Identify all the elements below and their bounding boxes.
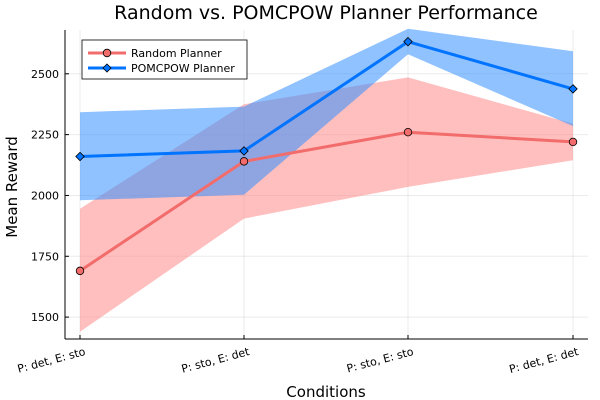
y-tick-label-2500: 2500 [31, 68, 59, 81]
y-tick-label-1750: 1750 [31, 250, 59, 263]
legend-marker-random-planner [102, 48, 112, 58]
legend: Random Planner POMCPOW Planner [81, 39, 248, 80]
random-planner-point-0 [75, 266, 85, 276]
legend-label-pomcpow-planner: POMCPOW Planner [131, 62, 235, 75]
x-tick-label-1: P: sto, E: det [180, 345, 251, 376]
y-axis-label: Mean Reward [3, 136, 21, 238]
pomcpow-planner-line [79, 40, 574, 158]
random-planner-point-1 [239, 157, 249, 166]
series-markers [75, 36, 578, 276]
random-planner-line [79, 130, 574, 273]
random-planner-point-2 [403, 127, 413, 137]
y-tick-label-2250: 2250 [31, 129, 59, 142]
pomcpow-planner-point-3 [568, 84, 578, 94]
x-tick-label-2: P: sto, E: sto [345, 345, 415, 375]
pomcpow-planner-point-2 [403, 36, 413, 47]
pomcpow-planner-point-0 [75, 151, 85, 162]
confidence-bands [80, 28, 573, 332]
legend-box [81, 39, 248, 80]
y-tick-label-2000: 2000 [31, 189, 59, 202]
x-axis-label: Conditions [286, 383, 366, 400]
series-lines [79, 40, 574, 273]
axes [64, 30, 588, 340]
legend-label-random-planner: Random Planner [131, 47, 222, 60]
x-tick-label-3: P: det, E: det [508, 345, 581, 376]
random-planner-point-3 [568, 137, 578, 147]
y-tick-label-1500: 1500 [31, 311, 59, 324]
chart-title: Random vs. POMCPOW Planner Performance [114, 2, 538, 24]
x-tick-label-0: P: det, E: sto [16, 345, 87, 376]
pomcpow-planner-band [80, 28, 573, 201]
legend-marker-pomcpow-planner [102, 63, 112, 73]
pomcpow-planner-point-1 [239, 146, 249, 156]
